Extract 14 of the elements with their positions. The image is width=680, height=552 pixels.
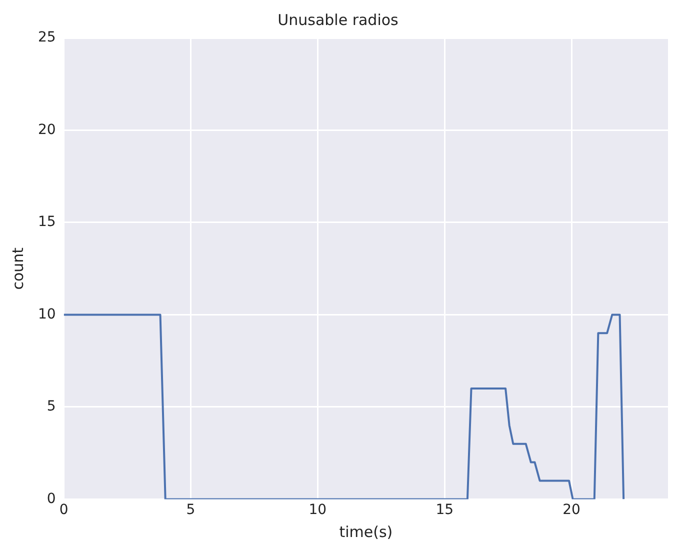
x-axis-title: time(s) [339,522,393,541]
y-tick-label: 5 [46,398,56,415]
y-tick-label: 0 [46,490,56,507]
x-tick-label: 5 [186,502,196,518]
y-tick-label: 15 [38,214,56,230]
x-tick-label: 10 [308,502,327,518]
x-tick-label: 20 [562,502,580,518]
x-tick-label: 0 [59,502,68,518]
x-tick-label: 15 [436,502,454,518]
y-axis-title: count [8,247,27,290]
y-tick-label: 20 [38,122,56,138]
y-tick-label: 10 [38,306,56,322]
chart-title: Unusable radios [278,10,399,29]
y-tick-label: 25 [38,30,56,46]
